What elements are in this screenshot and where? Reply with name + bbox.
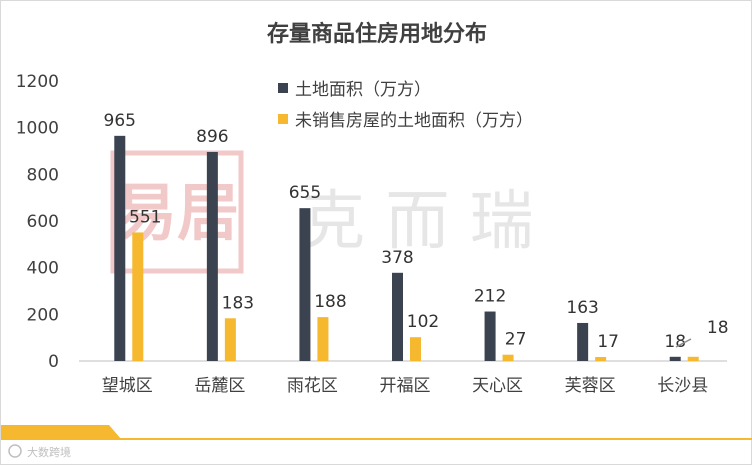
bar-land-area [299,208,311,361]
y-tick-label: 1000 [16,119,59,139]
data-label-unsold-land-area: 17 [597,332,619,352]
bar-unsold-land-area [224,318,236,361]
legend-label-land-area: 土地面积（万方） [295,80,431,100]
y-axis: 0 200 400 600 800 1000 1200 [16,72,59,372]
bar-unsold-land-area [687,356,699,361]
data-label-land-area: 965 [104,111,136,131]
data-label-land-area: 163 [566,298,598,318]
bar-land-area [484,311,496,361]
footer-logo-icon [8,444,22,458]
x-tick-label: 开福区 [380,376,431,396]
x-tick-label: 芙蓉区 [565,376,616,396]
x-tick-label: 长沙县 [657,376,708,396]
legend-swatch-unsold-land-area [278,114,288,124]
data-label-unsold-land-area: 188 [314,292,346,312]
legend: 土地面积（万方） 未销售房屋的土地面积（万方） [278,80,533,131]
data-label-land-area: 18 [664,332,686,352]
footer-bar: 大数跨境 [1,425,752,459]
x-tick-label: 岳麓区 [194,376,245,396]
data-label-land-area: 212 [474,287,506,307]
chart-title: 存量商品住房用地分布 [267,21,487,47]
data-label-land-area: 896 [196,127,228,147]
data-label-unsold-land-area: 102 [407,312,439,332]
watermark-seal [110,150,244,274]
y-tick-label: 200 [27,305,59,325]
x-tick-label: 雨花区 [287,376,338,396]
bars [114,135,699,361]
bar-land-area [392,272,403,361]
data-label-unsold-land-area: 27 [505,330,527,350]
watermark: 易居 克 而 瑞 [110,150,534,274]
bar-unsold-land-area [317,317,329,361]
data-label-unsold-land-area: 183 [222,293,254,313]
footer-brand-text: 大数跨境 [27,445,71,459]
legend-label-unsold-land-area: 未销售房屋的土地面积（万方） [295,111,533,131]
bar-unsold-land-area [132,232,144,361]
data-label-unsold-land-area: 551 [129,207,161,227]
bar-land-area [669,356,681,361]
bar-land-area [206,151,218,361]
x-tick-label: 天心区 [472,376,523,396]
bar-unsold-land-area [595,357,607,361]
bar-land-area [577,322,589,361]
data-label-land-area: 378 [381,248,413,268]
bar-land-area [114,135,126,361]
bar-unsold-land-area [502,354,514,361]
y-tick-label: 1200 [16,72,59,92]
data-labels: 965 551 896 183 655 188 378 102 212 27 163 17 18 18 [104,111,729,352]
data-label-land-area: 655 [289,183,321,203]
y-tick-label: 600 [27,212,59,232]
watermark-text: 克 而 瑞 [301,185,534,259]
y-tick-label: 400 [27,259,59,279]
footer-accent-stripe [1,425,121,439]
y-tick-label: 800 [27,165,59,185]
x-axis: 望城区 岳麓区 雨花区 开福区 天心区 芙蓉区 长沙县 [102,376,708,396]
bar-unsold-land-area [410,337,421,361]
x-tick-label: 望城区 [102,376,153,396]
data-label-leader-line [675,338,692,348]
y-tick-label: 0 [48,352,59,372]
data-label-unsold-land-area: 18 [707,318,729,338]
legend-swatch-land-area [278,83,288,93]
